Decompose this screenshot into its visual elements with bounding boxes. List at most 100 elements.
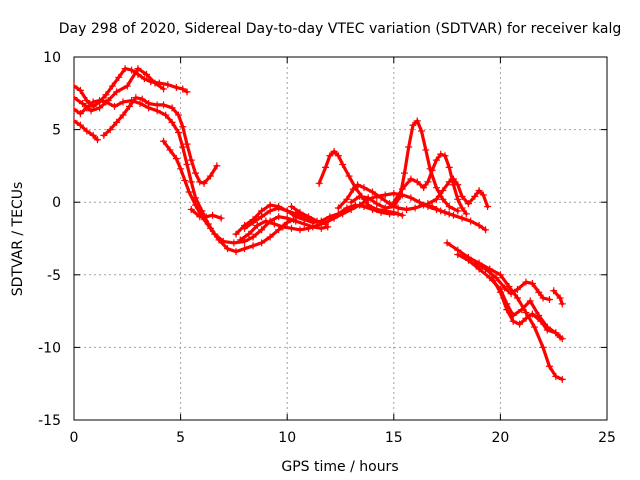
data-point-marker bbox=[354, 181, 362, 189]
data-point-marker bbox=[317, 224, 325, 232]
data-point-marker bbox=[334, 152, 342, 160]
data-point-marker bbox=[119, 98, 127, 106]
series-arc-a bbox=[74, 65, 191, 110]
data-point-marker bbox=[522, 278, 530, 286]
x-tick-label: 20 bbox=[491, 430, 509, 446]
data-point-marker bbox=[400, 169, 408, 177]
series-arc-k bbox=[287, 203, 330, 228]
data-point-marker bbox=[132, 94, 140, 102]
data-point-marker bbox=[428, 166, 436, 174]
data-point-marker bbox=[496, 288, 504, 296]
data-point-marker bbox=[96, 97, 104, 105]
data-point-marker bbox=[241, 224, 249, 232]
data-point-marker bbox=[539, 294, 547, 302]
y-tick-label: -15 bbox=[38, 413, 61, 429]
data-point-marker bbox=[87, 107, 95, 115]
data-point-marker bbox=[102, 91, 110, 99]
data-point-marker bbox=[528, 310, 536, 318]
data-point-marker bbox=[445, 210, 453, 218]
data-point-marker bbox=[145, 99, 153, 107]
data-point-marker bbox=[454, 250, 462, 258]
data-point-marker bbox=[475, 187, 483, 195]
data-point-marker bbox=[181, 176, 189, 184]
data-point-marker bbox=[481, 226, 489, 234]
data-point-marker bbox=[74, 94, 78, 102]
data-point-marker bbox=[187, 178, 195, 186]
data-point-marker bbox=[102, 98, 110, 106]
data-point-marker bbox=[108, 82, 116, 90]
data-point-marker bbox=[121, 65, 129, 73]
data-point-marker bbox=[168, 104, 176, 112]
data-point-marker bbox=[76, 86, 84, 94]
data-point-marker bbox=[113, 118, 121, 126]
data-point-marker bbox=[411, 204, 419, 212]
data-point-marker bbox=[232, 248, 240, 256]
data-point-marker bbox=[200, 179, 208, 187]
data-point-marker bbox=[345, 172, 353, 180]
data-point-marker bbox=[518, 306, 526, 314]
data-point-marker bbox=[196, 213, 204, 221]
data-point-marker bbox=[535, 288, 543, 296]
series-arc-c bbox=[74, 97, 332, 247]
data-point-marker bbox=[464, 200, 472, 208]
series-arc-e bbox=[100, 94, 221, 187]
data-point-marker bbox=[236, 236, 244, 244]
data-point-marker bbox=[96, 104, 104, 112]
data-point-marker bbox=[537, 317, 545, 325]
data-point-marker bbox=[177, 165, 185, 173]
data-point-marker bbox=[437, 150, 445, 158]
data-point-marker bbox=[449, 175, 457, 183]
data-point-marker bbox=[168, 118, 176, 126]
data-point-marker bbox=[373, 200, 381, 208]
data-point-marker bbox=[556, 333, 564, 341]
data-point-marker bbox=[398, 211, 406, 219]
data-point-marker bbox=[287, 224, 295, 232]
x-tick-label: 0 bbox=[70, 430, 79, 446]
data-point-marker bbox=[432, 156, 440, 164]
data-point-marker bbox=[464, 256, 472, 264]
data-point-marker bbox=[552, 329, 560, 337]
data-point-marker bbox=[418, 127, 426, 135]
data-point-marker bbox=[315, 179, 323, 187]
data-point-marker bbox=[454, 207, 462, 215]
data-point-marker bbox=[552, 372, 560, 380]
data-point-marker bbox=[305, 213, 313, 221]
data-point-marker bbox=[275, 213, 283, 221]
data-point-marker bbox=[405, 143, 413, 151]
grid bbox=[74, 57, 607, 420]
data-point-marker bbox=[415, 198, 423, 206]
data-point-marker bbox=[428, 203, 436, 211]
data-point-marker bbox=[183, 140, 191, 148]
data-point-marker bbox=[394, 204, 402, 212]
data-point-marker bbox=[134, 65, 142, 73]
data-point-marker bbox=[206, 172, 214, 180]
data-point-marker bbox=[224, 245, 232, 253]
data-point-marker bbox=[179, 85, 187, 93]
data-point-marker bbox=[539, 343, 547, 351]
data-point-marker bbox=[266, 207, 274, 215]
data-point-marker bbox=[403, 205, 411, 213]
data-point-marker bbox=[172, 83, 180, 91]
x-axis-label: GPS time / hours bbox=[281, 459, 398, 475]
data-point-marker bbox=[390, 198, 398, 206]
data-point-marker bbox=[413, 178, 421, 186]
y-tick-label: 0 bbox=[52, 195, 61, 211]
data-point-marker bbox=[215, 236, 223, 244]
data-point-marker bbox=[151, 79, 159, 87]
series-line bbox=[161, 139, 296, 254]
data-point-marker bbox=[296, 208, 304, 216]
data-point-marker bbox=[347, 198, 355, 206]
data-point-marker bbox=[481, 265, 489, 273]
data-point-marker bbox=[368, 188, 376, 196]
series-line bbox=[456, 252, 564, 341]
x-tick-label: 25 bbox=[598, 430, 616, 446]
data-point-marker bbox=[115, 73, 123, 81]
data-point-marker bbox=[83, 104, 91, 112]
data-point-marker bbox=[398, 185, 406, 193]
data-point-marker bbox=[516, 320, 524, 328]
data-point-marker bbox=[445, 163, 453, 171]
axis-ticks bbox=[73, 56, 608, 421]
data-point-marker bbox=[479, 191, 487, 199]
data-point-marker bbox=[266, 233, 274, 241]
